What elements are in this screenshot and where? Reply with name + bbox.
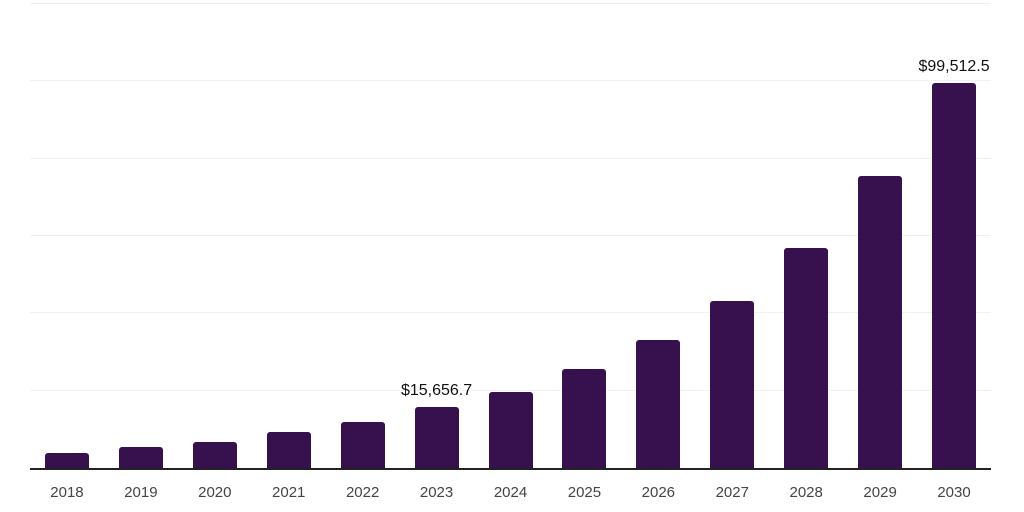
- x-tick-label-2027: 2027: [715, 484, 749, 501]
- x-tick-label-2025: 2025: [567, 484, 602, 501]
- bar-2028: [784, 247, 829, 468]
- bar-2021: [266, 432, 311, 468]
- bar-2030: [932, 83, 977, 468]
- bar-2026: [636, 339, 681, 468]
- gridline-100000: [30, 80, 991, 82]
- x-tick-label-2019: 2019: [124, 484, 158, 501]
- bar-2019: [118, 446, 163, 468]
- x-tick-label-2021: 2021: [272, 484, 306, 501]
- x-tick-label-2024: 2024: [493, 484, 528, 501]
- value-label-2023: $15,656.7: [400, 382, 473, 400]
- x-tick-label-2023: 2023: [419, 484, 454, 501]
- gridline-80000: [30, 157, 991, 159]
- bar-2020: [192, 441, 237, 468]
- x-axis-line: [30, 468, 991, 470]
- x-tick-label-2028: 2028: [789, 484, 823, 501]
- gridline-60000: [30, 235, 991, 236]
- value-label-2030: $99,512.5: [918, 58, 990, 76]
- bar-2022: [340, 422, 385, 468]
- x-tick-label-2030: 2030: [937, 484, 971, 501]
- bar-2027: [710, 300, 755, 468]
- bar-2024: [488, 391, 533, 468]
- gridline-120000: [30, 3, 991, 4]
- x-tick-label-2022: 2022: [345, 484, 380, 501]
- x-tick-label-2018: 2018: [50, 484, 84, 501]
- bar-2025: [562, 369, 607, 468]
- bar-2018: [44, 453, 89, 468]
- gridline-20000: [30, 389, 991, 391]
- x-tick-label-2026: 2026: [641, 484, 676, 501]
- gridline-40000: [30, 312, 991, 314]
- bar-2023: [414, 407, 459, 468]
- bar-2029: [858, 176, 903, 468]
- x-tick-label-2020: 2020: [198, 484, 232, 501]
- x-tick-label-2029: 2029: [863, 484, 897, 501]
- x-axis-labels: 2018 2019 2020 2021 2022 2023 2024 2025 2026 2027…: [30, 484, 991, 504]
- plot-area: $15,656.7 $99,512.5: [30, 3, 991, 468]
